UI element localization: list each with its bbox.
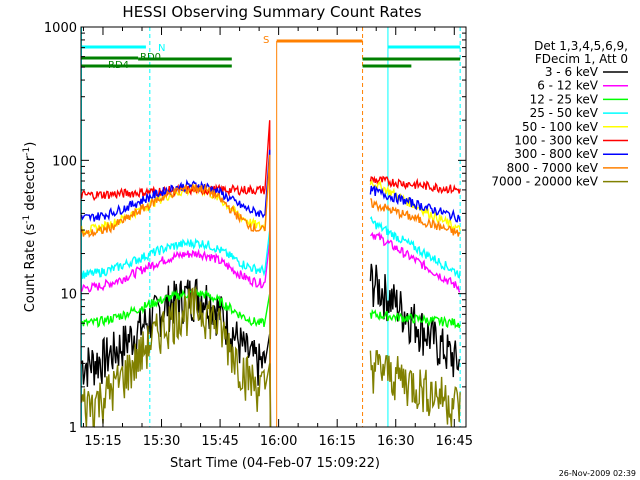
axes: 15:15 15:30 15:45 16:00 16:15 16:30 16:45 1 10 10… xyxy=(44,21,473,449)
legend-label-2: 12 - 25 keV xyxy=(530,92,599,106)
x-tick-label-6: 16:45 xyxy=(436,434,473,449)
legend-label-6: 300 - 800 keV xyxy=(514,147,598,161)
series-line-2-orbit-2 xyxy=(369,308,461,329)
x-axis-label: Start Time (04-Feb-07 15:09:22) xyxy=(170,456,380,471)
series-line-1-orbit-1 xyxy=(80,240,272,428)
series-line-7-orbit-2 xyxy=(370,197,461,237)
legend-header-1: FDecim 1, Att 0 xyxy=(535,52,628,66)
legend-label-4: 50 - 100 keV xyxy=(522,120,599,134)
y-axis-label-part-2: detector xyxy=(23,155,38,215)
y-axis-label-part-4: ) xyxy=(23,142,38,147)
series-line-5-orbit-2 xyxy=(369,175,461,195)
flag-label-s: S xyxy=(263,35,269,46)
x-tick-label-0: 15:15 xyxy=(84,434,121,449)
series-line-8-orbit-2 xyxy=(369,350,461,427)
y-tick-label-3: 1000 xyxy=(44,21,77,36)
y-axis-label: Count Rate (s-1 detector-1) xyxy=(22,142,38,313)
series-line-4-orbit-2 xyxy=(369,179,461,232)
series-line-6-orbit-2 xyxy=(369,185,461,223)
plot-frame xyxy=(80,26,467,428)
series-line-1-orbit-2 xyxy=(369,231,461,293)
series-line-8-orbit-1 xyxy=(80,285,272,428)
y-axis-label-part-1: -1 xyxy=(22,215,32,224)
series-line-2-orbit-1 xyxy=(81,288,272,428)
legend: Det 1,3,4,5,6,9,FDecim 1, Att 03 - 6 keV… xyxy=(491,39,628,189)
series-line-0-orbit-1 xyxy=(80,278,272,428)
y-tick-label-0: 1 xyxy=(69,421,77,436)
x-tick-label-2: 15:45 xyxy=(201,434,238,449)
series-line-3-orbit-1 xyxy=(80,230,272,428)
flag-label-rd4: RD4 xyxy=(108,60,129,71)
flag-label-rd0: RD0 xyxy=(140,52,161,63)
x-tick-label-5: 16:30 xyxy=(377,434,414,449)
legend-label-8: 7000 - 20000 keV xyxy=(491,175,598,189)
y-axis-label-part-3: -1 xyxy=(22,147,32,156)
series-line-7-orbit-1 xyxy=(81,154,272,428)
series-line-0-orbit-2 xyxy=(369,263,461,378)
flag-label-n: N xyxy=(158,43,165,54)
series-line-5-orbit-1 xyxy=(80,120,272,428)
y-tick-label-2: 100 xyxy=(52,154,77,169)
x-tick-label-3: 16:00 xyxy=(260,434,297,449)
timestamp-label: 26-Nov-2009 02:39 xyxy=(559,469,636,478)
chart-title: HESSI Observing Summary Count Rates xyxy=(122,3,421,21)
x-tick-label-1: 15:30 xyxy=(143,434,180,449)
legend-label-3: 25 - 50 keV xyxy=(530,106,599,120)
legend-label-1: 6 - 12 keV xyxy=(537,79,599,93)
series-line-3-orbit-2 xyxy=(369,216,461,280)
legend-header-0: Det 1,3,4,5,6,9, xyxy=(534,39,628,53)
y-tick-label-1: 10 xyxy=(60,288,77,303)
legend-label-5: 100 - 300 keV xyxy=(514,134,598,148)
x-tick-label-4: 16:15 xyxy=(318,434,355,449)
y-axis-label-part-0: Count Rate (s xyxy=(23,224,38,313)
legend-label-0: 3 - 6 keV xyxy=(545,65,599,79)
legend-label-7: 800 - 7000 keV xyxy=(507,161,599,175)
